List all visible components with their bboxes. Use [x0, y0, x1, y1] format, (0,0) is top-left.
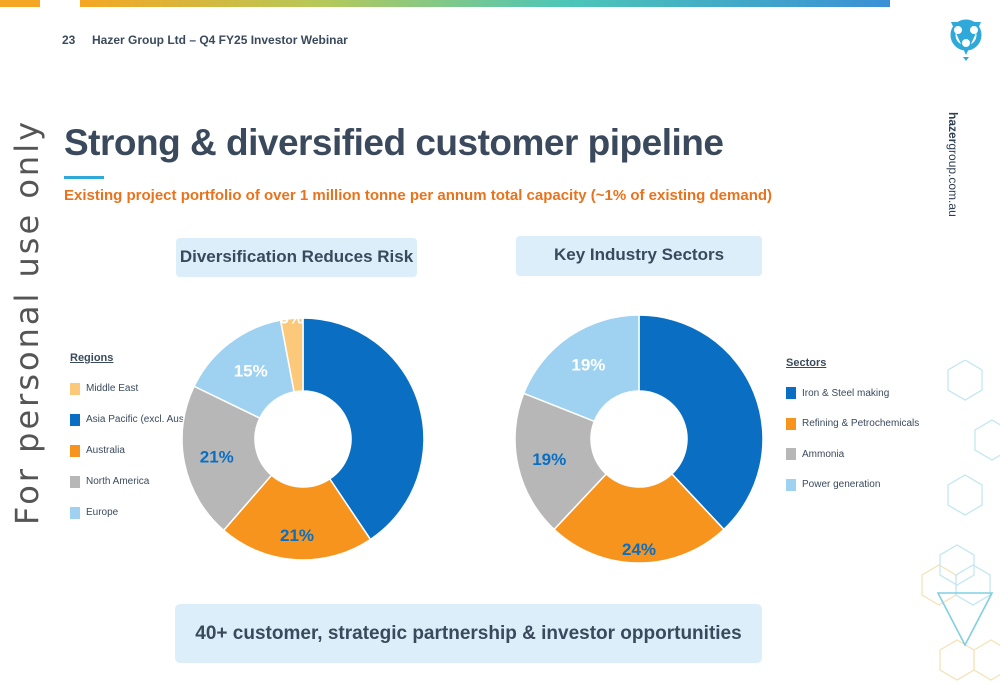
slice-value-label: 15%	[234, 362, 268, 381]
top-gradient-bar	[0, 0, 1000, 7]
donut-slice	[181, 385, 273, 532]
legend-title-sectors: Sectors	[786, 357, 827, 369]
chart-title-regions: Diversification Reduces Risk	[176, 238, 417, 277]
legend-swatch	[70, 413, 80, 426]
hexagon-decoration-icon	[921, 360, 1000, 681]
header-subtitle: Hazer Group Ltd – Q4 FY25 Investor Webin…	[92, 33, 348, 47]
legend-item: Ammonia	[786, 439, 919, 470]
legend-swatch	[786, 417, 796, 430]
legend-label: North America	[86, 476, 150, 487]
hazer-logo-icon	[950, 19, 982, 61]
legend-swatch	[786, 387, 796, 400]
website-rest: group.com.au	[946, 143, 960, 217]
slice-value-label: 19%	[571, 356, 605, 375]
donut-slice	[515, 392, 608, 531]
legend-regions: Regions Middle East Asia Pacific (excl. A…	[70, 352, 190, 528]
legend-label: Middle East	[86, 383, 139, 394]
slice-value-label: 3%	[279, 309, 304, 328]
donut-slice	[302, 317, 425, 541]
side-watermark-text: For personal use only	[8, 118, 46, 525]
website-bold: hazer	[946, 112, 960, 144]
legend-sectors: Sectors Iron & Steel making Refining & Pe…	[786, 357, 919, 500]
top-bar-gradient-segment	[80, 0, 890, 7]
donut-slice	[553, 472, 725, 564]
legend-label: Iron & Steel making	[802, 387, 890, 399]
legend-item: Europe	[70, 497, 190, 528]
top-bar-orange-segment	[0, 0, 40, 7]
slice-value-label: 38%	[722, 390, 756, 409]
slice-value-label: 41%	[363, 407, 397, 426]
slice-value-label: 21%	[200, 448, 234, 467]
legend-swatch	[70, 475, 80, 488]
slice-value-label: 19%	[532, 450, 566, 469]
legend-item: Refining & Petrochemicals	[786, 409, 919, 440]
donut-slice	[193, 319, 295, 420]
legend-title-regions: Regions	[70, 352, 114, 364]
legend-item: Iron & Steel making	[786, 378, 919, 409]
legend-item: Middle East	[70, 373, 190, 404]
title-accent-line	[64, 176, 104, 179]
legend-swatch	[70, 444, 80, 457]
legend-swatch	[70, 382, 80, 395]
opportunities-banner: 40+ customer, strategic partnership & in…	[175, 604, 762, 663]
legend-item: Power generation	[786, 470, 919, 501]
legend-swatch	[786, 448, 796, 461]
legend-item: North America	[70, 466, 190, 497]
page-number: 23	[62, 33, 76, 47]
slice-value-label: 24%	[622, 540, 656, 559]
legend-label: Asia Pacific (excl. Aust)	[86, 414, 190, 425]
legend-item: Asia Pacific (excl. Aust)	[70, 404, 190, 435]
donut-chart-regions: 41% 21% 21% 15% 3%	[181, 309, 425, 561]
donut-slice	[222, 474, 372, 561]
legend-item: Australia	[70, 435, 190, 466]
legend-swatch	[70, 506, 80, 519]
legend-swatch	[786, 478, 796, 491]
donut-chart-sectors: 38% 24% 19% 19%	[515, 314, 763, 564]
donut-slice	[279, 317, 304, 393]
donut-slice	[638, 314, 763, 531]
legend-label: Ammonia	[802, 448, 845, 460]
slide-title: Strong & diversified customer pipeline	[64, 122, 724, 163]
legend-label: Australia	[86, 445, 125, 456]
slice-value-label: 21%	[280, 526, 314, 545]
legend-label: Refining & Petrochemicals	[802, 418, 920, 430]
website-vertical-text: hazergroup.com.au	[946, 112, 960, 217]
legend-label: Power generation	[802, 479, 881, 491]
chart-title-sectors: Key Industry Sectors	[516, 236, 762, 276]
slide-subtitle: Existing project portfolio of over 1 mil…	[64, 187, 773, 204]
donut-slice	[522, 314, 640, 423]
legend-label: Europe	[86, 507, 119, 518]
